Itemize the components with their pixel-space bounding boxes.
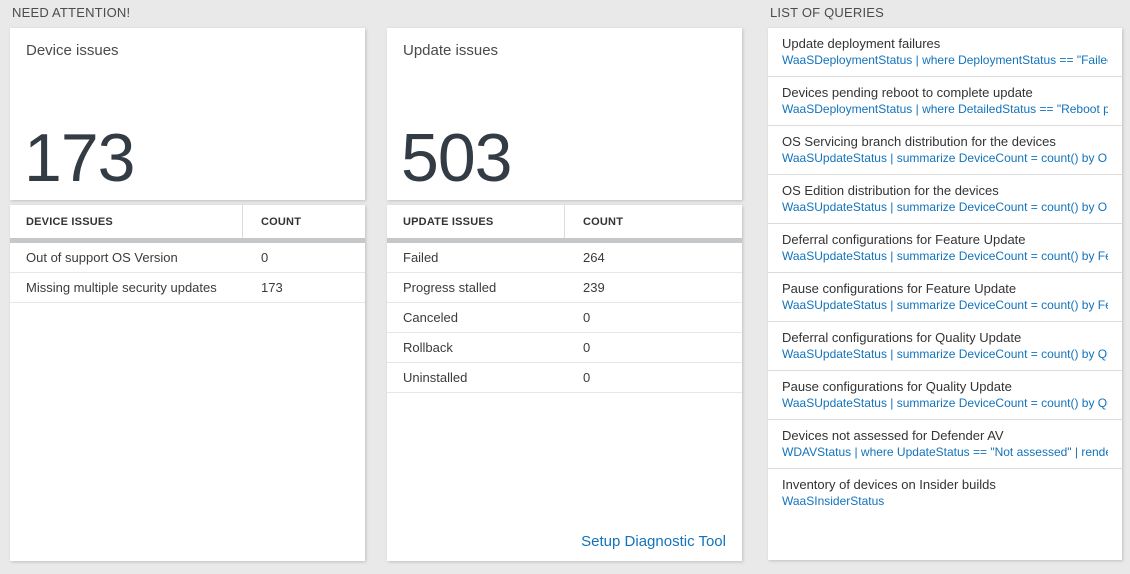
query-kql-text: WaaSDeploymentStatus | where DetailedSta…: [782, 102, 1108, 116]
update-issues-table-body: Failed 264 Progress stalled 239 Canceled…: [387, 243, 742, 393]
query-kql-text: WaaSUpdateStatus | summarize DeviceCount…: [782, 200, 1108, 214]
count-column-header: COUNT: [261, 215, 302, 228]
table-row[interactable]: Missing multiple security updates 173: [10, 273, 365, 303]
query-title: Devices not assessed for Defender AV: [782, 428, 1004, 443]
device-issues-column-header: DEVICE ISSUES: [10, 205, 243, 238]
query-title: Deferral configurations for Quality Upda…: [782, 330, 1022, 345]
query-kql-text: WaaSUpdateStatus | summarize DeviceCount…: [782, 249, 1108, 263]
query-title: Inventory of devices on Insider builds: [782, 477, 996, 492]
query-list-item[interactable]: OS Edition distribution for the devices …: [768, 175, 1122, 224]
query-list-item[interactable]: Deferral configurations for Quality Upda…: [768, 322, 1122, 371]
table-row[interactable]: Out of support OS Version 0: [10, 243, 365, 273]
update-issues-table-header: UPDATE ISSUES COUNT: [387, 205, 742, 238]
device-issues-tile[interactable]: Device issues 173: [10, 28, 365, 200]
issue-count: 0: [261, 250, 269, 265]
setup-diagnostic-tool-link[interactable]: Setup Diagnostic Tool: [581, 533, 726, 550]
device-issues-table-card: DEVICE ISSUES COUNT Out of support OS Ve…: [10, 205, 365, 561]
table-row[interactable]: Rollback 0: [387, 333, 742, 363]
query-title: Devices pending reboot to complete updat…: [782, 85, 1033, 100]
list-of-queries-section-title: LIST OF QUERIES: [770, 5, 885, 20]
issue-count: 0: [583, 370, 591, 385]
query-title: OS Edition distribution for the devices: [782, 183, 999, 198]
device-issues-table-body: Out of support OS Version 0 Missing mult…: [10, 243, 365, 303]
device-issues-title: Device issues: [26, 42, 119, 59]
update-issues-tile[interactable]: Update issues 503: [387, 28, 742, 200]
device-issues-count: 173: [24, 120, 135, 196]
table-row[interactable]: Failed 264: [387, 243, 742, 273]
issue-label: Uninstalled: [403, 370, 468, 385]
query-list-item[interactable]: OS Servicing branch distribution for the…: [768, 126, 1122, 175]
list-of-queries-card: Update deployment failures WaaSDeploymen…: [768, 28, 1122, 560]
issue-label: Progress stalled: [403, 280, 497, 295]
header-divider-bar: [10, 238, 365, 243]
issue-label: Rollback: [403, 340, 453, 355]
issue-label: Canceled: [403, 310, 458, 325]
update-issues-title: Update issues: [403, 42, 499, 59]
issue-count: 239: [583, 280, 605, 295]
query-kql-text: WaaSUpdateStatus | summarize DeviceCount…: [782, 298, 1108, 312]
issue-label: Missing multiple security updates: [26, 280, 217, 295]
query-title: OS Servicing branch distribution for the…: [782, 134, 1056, 149]
issue-label: Out of support OS Version: [26, 250, 178, 265]
table-row[interactable]: Progress stalled 239: [387, 273, 742, 303]
issue-count: 0: [583, 340, 591, 355]
table-row[interactable]: Uninstalled 0: [387, 363, 742, 393]
query-list-item[interactable]: Devices not assessed for Defender AV WDA…: [768, 420, 1122, 469]
issue-count: 173: [261, 280, 283, 295]
issue-count: 0: [583, 310, 591, 325]
query-kql-text: WaaSUpdateStatus | summarize DeviceCount…: [782, 347, 1108, 361]
query-list-item[interactable]: Update deployment failures WaaSDeploymen…: [768, 28, 1122, 77]
query-title: Deferral configurations for Feature Upda…: [782, 232, 1026, 247]
query-title: Pause configurations for Quality Update: [782, 379, 1012, 394]
count-column-header: COUNT: [583, 215, 624, 228]
need-attention-section-title: NEED ATTENTION!: [12, 5, 131, 20]
query-kql-text: WaaSUpdateStatus | summarize DeviceCount…: [782, 151, 1108, 165]
query-kql-text: WaaSDeploymentStatus | where DeploymentS…: [782, 53, 1108, 67]
query-kql-text: WDAVStatus | where UpdateStatus == "Not …: [782, 445, 1108, 459]
query-title: Update deployment failures: [782, 36, 941, 51]
query-list-item[interactable]: Devices pending reboot to complete updat…: [768, 77, 1122, 126]
issue-label: Failed: [403, 250, 439, 265]
device-issues-table-header: DEVICE ISSUES COUNT: [10, 205, 365, 238]
update-issues-count: 503: [401, 120, 512, 196]
query-kql-text: WaaSInsiderStatus: [782, 494, 885, 508]
table-row[interactable]: Canceled 0: [387, 303, 742, 333]
update-issues-column-header: UPDATE ISSUES: [387, 205, 565, 238]
update-issues-table-card: UPDATE ISSUES COUNT Failed 264 Progress …: [387, 205, 742, 561]
query-list-item[interactable]: Deferral configurations for Feature Upda…: [768, 224, 1122, 273]
query-list-item[interactable]: Inventory of devices on Insider builds W…: [768, 469, 1122, 517]
query-list-item[interactable]: Pause configurations for Feature Update …: [768, 273, 1122, 322]
query-kql-text: WaaSUpdateStatus | summarize DeviceCount…: [782, 396, 1108, 410]
issue-count: 264: [583, 250, 605, 265]
header-divider-bar: [387, 238, 742, 243]
query-title: Pause configurations for Feature Update: [782, 281, 1017, 296]
query-list-item[interactable]: Pause configurations for Quality Update …: [768, 371, 1122, 420]
